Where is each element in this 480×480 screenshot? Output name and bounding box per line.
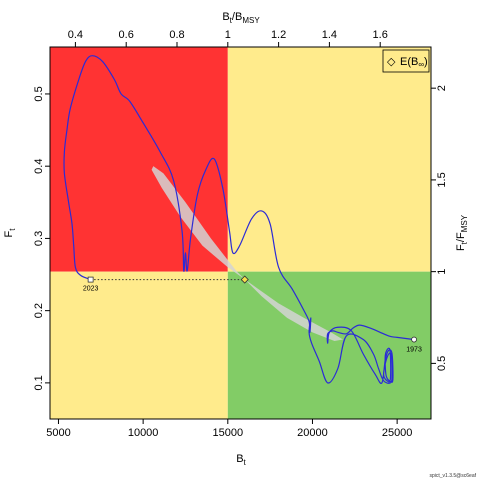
left-axis: 0.1 0.2 0.3 0.4 0.5 [33, 86, 50, 391]
y-axis-title: Ft [3, 228, 17, 238]
right-tick-label: 1.5 [436, 172, 448, 187]
start-marker [411, 336, 417, 343]
trajectory-line [63, 55, 415, 384]
confidence-ellipse [151, 166, 343, 341]
x-axis-title: Bt [236, 453, 246, 467]
top-tick-label: 1.6 [373, 29, 388, 41]
y-tick-label: 0.4 [33, 159, 45, 174]
top-tick-label: 1 [225, 29, 231, 41]
top-tick-label: 0.6 [119, 29, 134, 41]
right-axis-title: Ft/FMSY [455, 214, 469, 251]
top-tick-label: 0.4 [68, 29, 83, 41]
end-label: 2023 [83, 286, 99, 293]
right-tick-label: 2 [436, 85, 448, 91]
x-tick-label: 10000 [128, 427, 159, 439]
x-tick-label: 25000 [382, 427, 413, 439]
bottom-axis: 5000 10000 15000 20000 25000 [46, 418, 413, 439]
top-axis: 0.4 0.6 0.8 1 1.2 1.4 1.6 [68, 29, 388, 47]
x-tick-label: 5000 [46, 427, 70, 439]
quadrant-yellow-bottom-left [50, 271, 228, 419]
footer-text: spict_v1.3.5@sc6eaf [430, 473, 477, 479]
legend-text: E(B∞) [400, 56, 428, 69]
y-tick-label: 0.3 [33, 231, 45, 246]
y-tick-label: 0.5 [33, 86, 45, 101]
end-marker [87, 276, 94, 283]
y-tick-label: 0.2 [33, 303, 45, 318]
top-tick-label: 0.8 [169, 29, 184, 41]
x-tick-label: 20000 [297, 427, 328, 439]
top-tick-label: 1.4 [322, 29, 337, 41]
top-axis-title: Bt/BMSY [222, 11, 260, 25]
y-tick-label: 0.1 [33, 375, 45, 390]
right-tick-label: 1 [436, 269, 448, 275]
right-tick-label: 0.5 [436, 356, 448, 371]
plot-area: 1973 2023 [49, 46, 432, 420]
legend: ◇ E(B∞) [382, 49, 430, 73]
legend-symbol: ◇ [387, 56, 396, 68]
equilibrium-marker [240, 275, 249, 284]
right-axis: 0.5 1 1.5 2 [431, 85, 448, 371]
quadrant-green [227, 271, 431, 419]
x-tick-label: 15000 [213, 427, 244, 439]
start-label: 1973 [406, 347, 422, 354]
legend-box [382, 49, 430, 73]
quadrant-yellow-top-right [227, 47, 431, 272]
top-tick-label: 1.2 [271, 29, 286, 41]
